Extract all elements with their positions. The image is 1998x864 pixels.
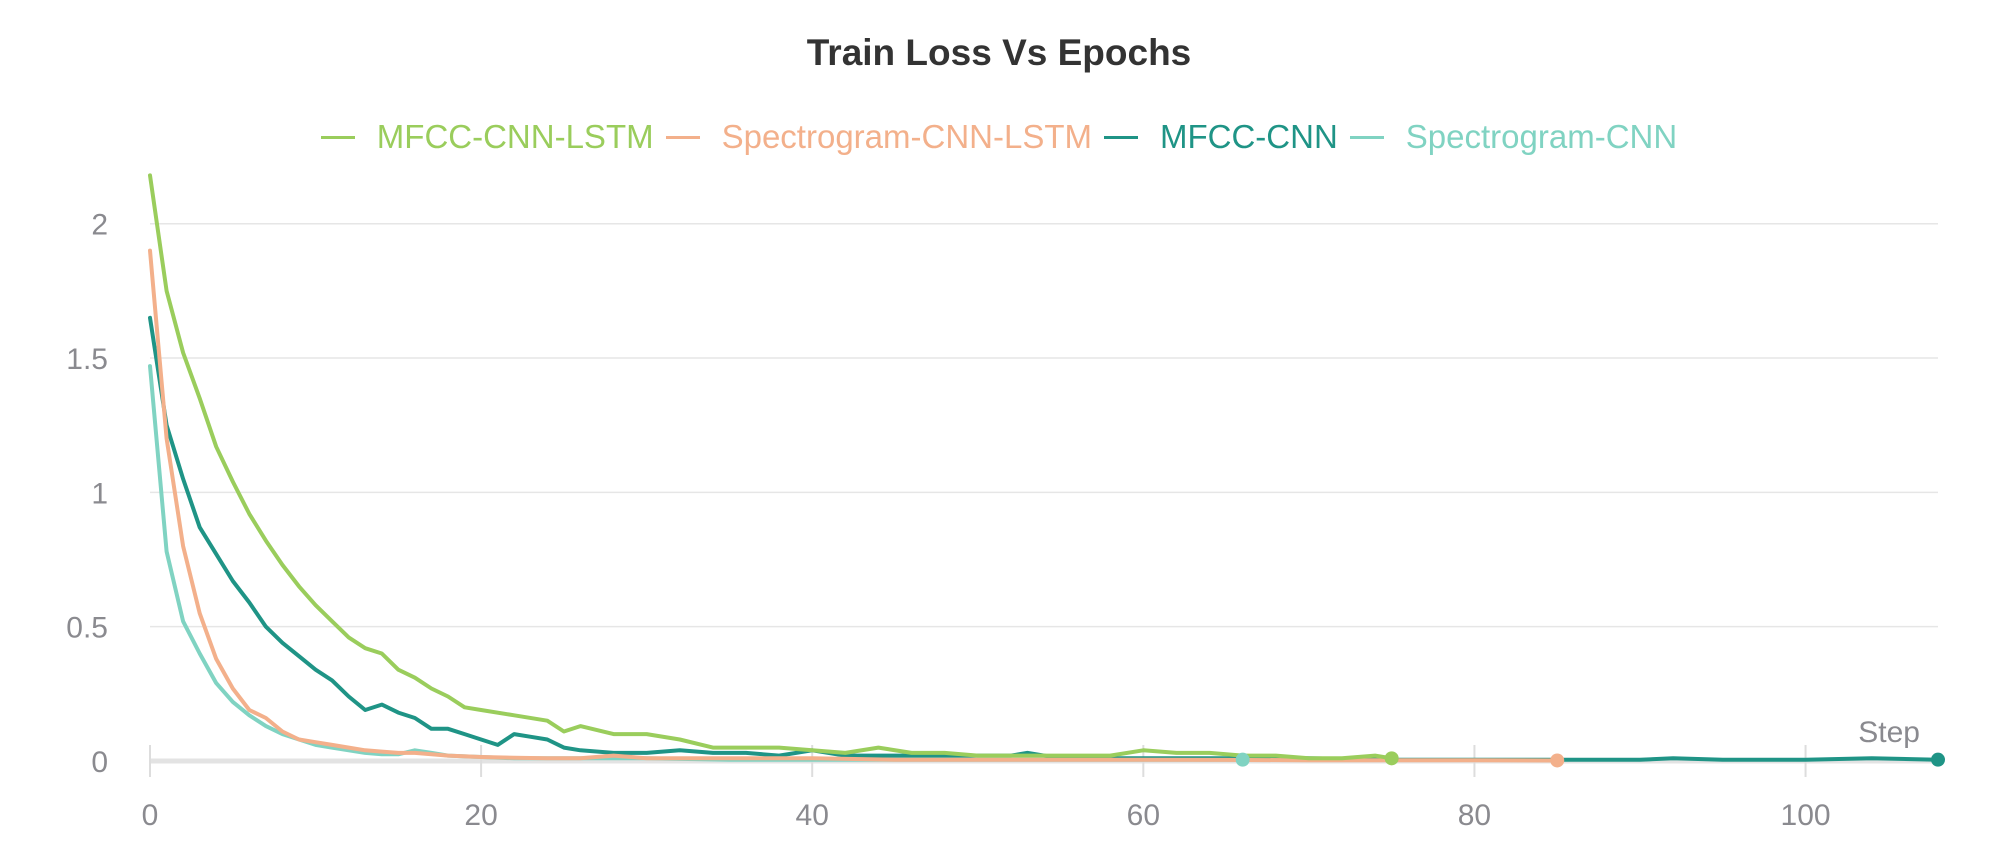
series-line-spectrogram-cnn-lstm bbox=[148, 248, 1560, 763]
x-tick-label: 20 bbox=[464, 799, 497, 832]
legend-label: MFCC-CNN-LSTM bbox=[376, 118, 654, 155]
legend-item-spectrogram-cnn[interactable]: Spectrogram-CNN bbox=[1349, 118, 1678, 156]
series-end-point-mfcc-cnn bbox=[1931, 752, 1945, 767]
legend-item-mfcc-cnn[interactable]: MFCC-CNN bbox=[1104, 118, 1338, 156]
series-end-point-spectrogram-cnn-lstm bbox=[1550, 753, 1565, 768]
y-tick-label: 2 bbox=[91, 209, 108, 242]
legend-label: MFCC-CNN bbox=[1160, 118, 1338, 155]
chart-title: Train Loss Vs Epochs bbox=[806, 32, 1192, 73]
x-tick-label: 40 bbox=[796, 799, 829, 832]
legend-swatch bbox=[1104, 135, 1138, 139]
series-end-point-mfcc-cnn-lstm bbox=[1384, 751, 1399, 766]
y-tick-label: 0 bbox=[91, 746, 108, 779]
x-tick-label: 60 bbox=[1127, 799, 1160, 832]
legend-item-spectrogram-cnn-lstm[interactable]: Spectrogram-CNN-LSTM bbox=[665, 118, 1092, 156]
x-tick-label: 100 bbox=[1781, 799, 1831, 832]
legend-item-mfcc-cnn-lstm[interactable]: MFCC-CNN-LSTM bbox=[320, 118, 654, 156]
series-line-spectrogram-cnn bbox=[148, 364, 1245, 762]
chart-legend: MFCC-CNN-LSTM Spectrogram-CNN-LSTM MFCC-… bbox=[0, 112, 1998, 162]
y-tick-label: 1.5 bbox=[66, 343, 108, 376]
legend-swatch bbox=[1349, 135, 1384, 139]
legend-swatch bbox=[665, 135, 700, 139]
legend-label: Spectrogram-CNN bbox=[1405, 118, 1678, 155]
legend-swatch bbox=[320, 135, 355, 139]
series-end-point-spectrogram-cnn bbox=[1235, 752, 1250, 767]
series-line-mfcc-cnn bbox=[148, 315, 1940, 762]
legend-label: Spectrogram-CNN-LSTM bbox=[721, 118, 1092, 155]
series-line-mfcc-cnn-lstm bbox=[148, 173, 1394, 761]
x-tick-label: 80 bbox=[1458, 799, 1491, 832]
x-tick-label: 0 bbox=[142, 799, 159, 832]
y-tick-label: 1 bbox=[91, 477, 108, 510]
x-axis-title: Step bbox=[1858, 716, 1920, 749]
y-tick-label: 0.5 bbox=[66, 612, 108, 645]
